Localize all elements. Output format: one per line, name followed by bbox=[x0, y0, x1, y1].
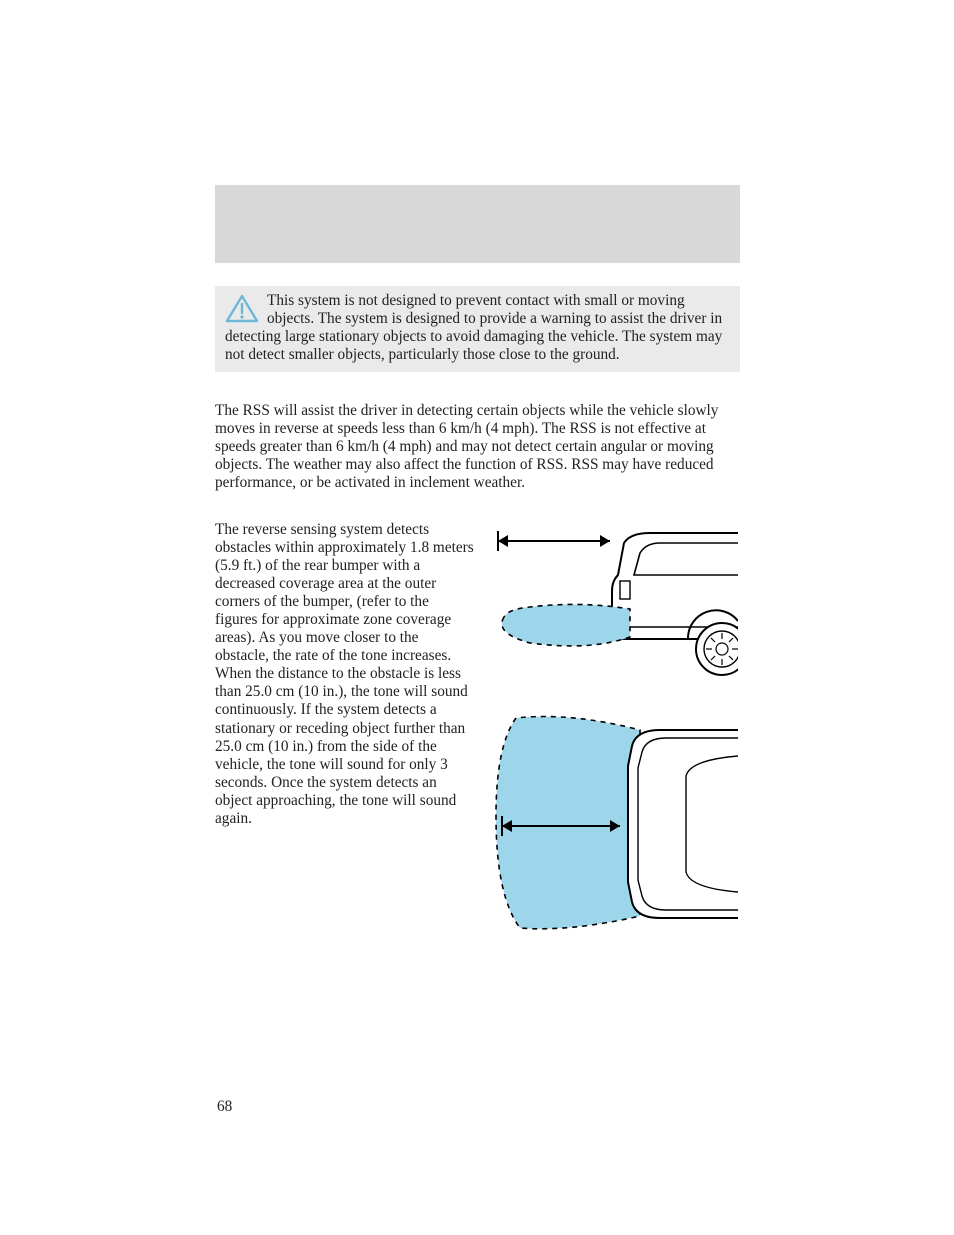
header-band bbox=[215, 185, 740, 263]
figure-top-view bbox=[490, 706, 738, 946]
figure-sensor-zones bbox=[490, 521, 738, 946]
paragraph-rss-detail: The reverse sensing system detects obsta… bbox=[215, 521, 475, 828]
page: This system is not designed to prevent c… bbox=[0, 0, 954, 1235]
figure-side-view bbox=[490, 521, 738, 701]
warning-text: This system is not designed to prevent c… bbox=[225, 292, 722, 363]
warning-box: This system is not designed to prevent c… bbox=[215, 286, 740, 372]
page-number: 68 bbox=[217, 1098, 232, 1116]
warning-triangle-icon bbox=[225, 294, 259, 324]
paragraph-rss-overview: The RSS will assist the driver in detect… bbox=[215, 402, 740, 492]
